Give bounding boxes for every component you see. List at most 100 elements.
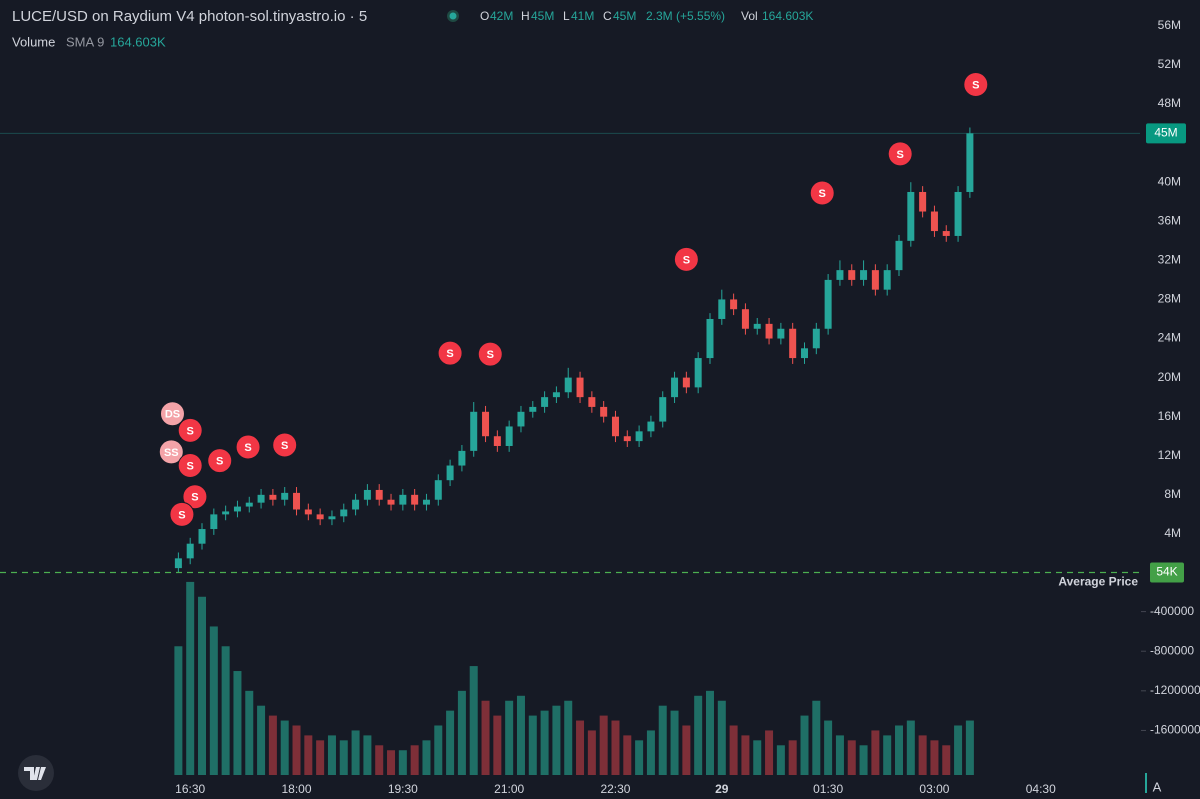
- candle-body: [210, 514, 218, 530]
- trade-marker-label: S: [244, 442, 251, 454]
- x-tick-label: 22:30: [600, 782, 630, 796]
- trade-marker: [887, 141, 913, 167]
- candle-body: [789, 328, 797, 359]
- volume-bar: [576, 720, 585, 775]
- volume-bar: [694, 695, 703, 775]
- x-tick-label: 19:30: [388, 782, 418, 796]
- average-price-name: Average Price: [1058, 575, 1138, 589]
- candle-body: [611, 416, 619, 437]
- candle-body: [694, 358, 702, 388]
- volume-bar: [623, 735, 632, 775]
- volume-bar: [528, 715, 537, 775]
- candle-body: [434, 480, 442, 500]
- ohlc-label: O: [480, 9, 489, 23]
- y-tick-label: 48M: [1158, 96, 1181, 110]
- x-tick-label: 16:30: [175, 782, 205, 796]
- trade-marker: [809, 180, 835, 206]
- candle-body: [600, 406, 608, 417]
- volume-bar: [670, 710, 679, 775]
- y-tick-label: 16M: [1158, 409, 1181, 423]
- auto-scale-button[interactable]: A: [1153, 779, 1162, 794]
- candle-body: [753, 323, 761, 329]
- candle-body: [505, 426, 513, 446]
- candle-body: [765, 323, 773, 339]
- x-tick-label: 01:30: [813, 782, 843, 796]
- candle-body: [635, 431, 643, 442]
- candle-body: [942, 231, 950, 236]
- ohlc-value: 42M: [490, 9, 513, 23]
- volume-bar: [469, 666, 478, 775]
- ohlc-label: H: [521, 9, 530, 23]
- candle-body: [588, 397, 596, 407]
- trade-marker-label: S: [446, 348, 453, 360]
- y-tick-label: 32M: [1158, 253, 1181, 267]
- volume-bar: [646, 730, 655, 775]
- candle-body: [576, 377, 584, 398]
- candle-body: [930, 211, 938, 232]
- volume-bar: [717, 700, 726, 775]
- candle-body: [860, 270, 868, 280]
- candle-body: [517, 411, 525, 427]
- volume-bar: [493, 715, 502, 775]
- volume-bar: [198, 596, 207, 775]
- candle-body: [304, 509, 312, 515]
- candle-body: [552, 392, 560, 398]
- y-tick-label: 12M: [1158, 448, 1181, 462]
- y-tick-label: 52M: [1158, 57, 1181, 71]
- trade-marker: [272, 432, 298, 458]
- volume-bar: [481, 700, 490, 775]
- candle-body: [186, 543, 194, 559]
- volume-bar: [788, 740, 797, 775]
- volume-bar: [954, 725, 963, 775]
- volume-layer: [174, 581, 974, 775]
- volume-bar: [847, 740, 856, 775]
- y2-tick-label: -1200000: [1150, 683, 1200, 697]
- candle-body: [848, 270, 856, 280]
- ohlc-value: 45M: [531, 9, 554, 23]
- x-tick-label: 03:00: [919, 782, 949, 796]
- trade-marker: [235, 434, 261, 460]
- candle-body: [836, 270, 844, 280]
- candle-body: [316, 514, 324, 520]
- y-tick-label: 24M: [1158, 331, 1181, 345]
- volume-bar: [871, 730, 880, 775]
- candle-body: [363, 489, 371, 500]
- status-dot: [449, 12, 457, 20]
- volume-bar: [457, 690, 466, 775]
- candle-body: [919, 191, 927, 212]
- candle-body: [564, 377, 572, 393]
- candle-body: [895, 240, 903, 271]
- x-tick-label: 04:30: [1026, 782, 1056, 796]
- tradingview-logo[interactable]: [18, 755, 54, 791]
- candle-body: [682, 377, 690, 388]
- trade-marker: [177, 417, 203, 443]
- x-tick-label: 18:00: [282, 782, 312, 796]
- ohlc-label: Vol: [741, 9, 758, 23]
- trade-marker-label: S: [972, 79, 979, 91]
- candle-body: [458, 450, 466, 466]
- trade-marker-label: S: [187, 425, 194, 437]
- trade-marker: [158, 439, 184, 465]
- y-tick-label: 4M: [1164, 526, 1181, 540]
- candle-body: [328, 516, 336, 520]
- ohlc-value: 41M: [571, 9, 594, 23]
- volume-bar: [729, 725, 738, 775]
- candle-body: [340, 509, 348, 517]
- y-tick-label: 20M: [1158, 370, 1181, 384]
- trade-marker: [159, 401, 185, 427]
- volume-bar: [883, 735, 892, 775]
- candle-body: [730, 299, 738, 310]
- axis-layer: 4M 8M 12M 16M 20M 24M 28M 32M 36M 40M 48M 52M 56M 16:…: [0, 18, 1200, 796]
- candle-body: [245, 502, 253, 507]
- volume-bar: [741, 735, 750, 775]
- volume-bar: [398, 750, 407, 775]
- volume-bar: [965, 720, 974, 775]
- ohlc-value: 164.603K: [762, 9, 813, 23]
- candle-body: [352, 499, 360, 510]
- volume-bar: [599, 715, 608, 775]
- volume-bar: [186, 581, 195, 775]
- volume-bar: [611, 720, 620, 775]
- volume-bar: [292, 725, 301, 775]
- candle-body: [281, 492, 289, 500]
